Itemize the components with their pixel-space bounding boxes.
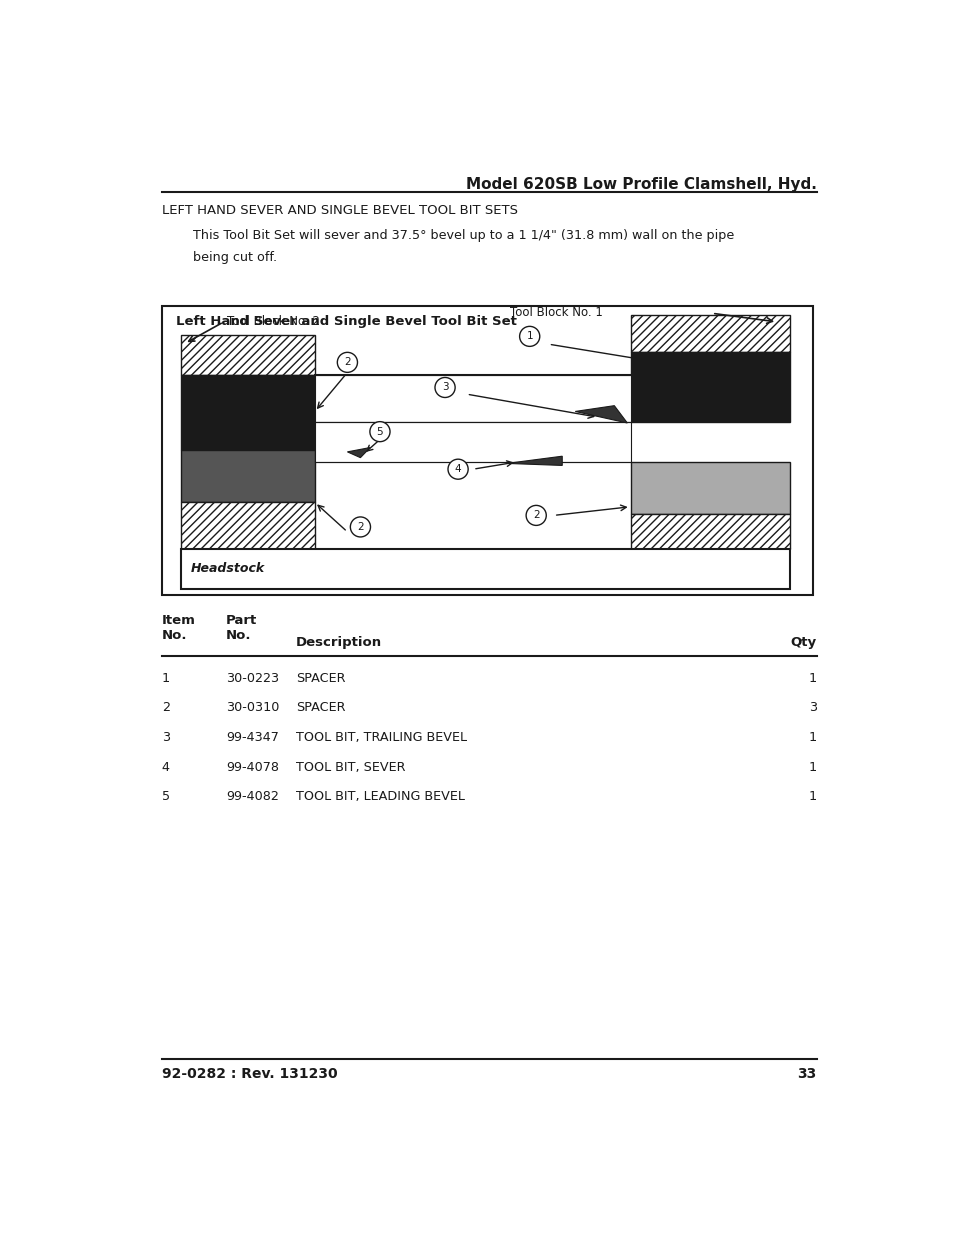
Text: 99-4347: 99-4347 [226,731,279,745]
Bar [181,503,314,548]
Text: 3: 3 [808,701,816,714]
Bar [314,421,630,462]
Polygon shape [347,447,370,458]
Text: Item
No.: Item No. [162,614,195,642]
Bar [630,315,789,352]
Text: Qty: Qty [790,636,816,648]
Polygon shape [506,456,561,466]
Text: Model 620SB Low Profile Clamshell, Hyd.: Model 620SB Low Profile Clamshell, Hyd. [465,178,816,193]
Text: 2: 2 [356,522,363,532]
Text: 2: 2 [344,357,351,367]
Text: 99-4082: 99-4082 [226,790,279,804]
Text: 30-0310: 30-0310 [226,701,279,714]
Text: 3: 3 [162,731,170,745]
Text: Tool Block No. 1: Tool Block No. 1 [510,306,602,319]
Text: 4: 4 [162,761,170,774]
Bar [181,335,314,375]
Circle shape [337,352,357,373]
Text: 2: 2 [162,701,170,714]
Text: SPACER: SPACER [295,701,345,714]
Circle shape [448,459,468,479]
Bar [181,375,314,451]
Text: 92-0282 : Rev. 131230: 92-0282 : Rev. 131230 [162,1067,337,1081]
Polygon shape [575,405,627,424]
Text: 1: 1 [526,331,533,341]
Text: 1: 1 [808,731,816,745]
Text: being cut off.: being cut off. [193,251,276,263]
Text: 4: 4 [455,464,461,474]
Text: 3: 3 [441,383,448,393]
Bar [630,462,789,514]
Text: LEFT HAND SEVER AND SINGLE BEVEL TOOL BIT SETS: LEFT HAND SEVER AND SINGLE BEVEL TOOL BI… [162,205,517,217]
Text: 1: 1 [808,790,816,804]
Text: 2: 2 [533,510,539,520]
Text: 5: 5 [162,790,170,804]
Bar [162,306,812,595]
Text: SPACER: SPACER [295,672,345,684]
Text: This Tool Bit Set will sever and 37.5° bevel up to a 1 1/4" (31.8 mm) wall on th: This Tool Bit Set will sever and 37.5° b… [193,228,734,242]
Text: 33: 33 [797,1067,816,1081]
Bar [630,352,789,421]
Text: Left Hand Sever and Single Bevel Tool Bit Set: Left Hand Sever and Single Bevel Tool Bi… [175,315,517,329]
Circle shape [435,378,455,398]
Text: 99-4078: 99-4078 [226,761,279,774]
Text: 1: 1 [808,672,816,684]
Text: 1: 1 [162,672,170,684]
Circle shape [370,421,390,442]
Bar [630,514,789,548]
Bar [181,548,789,589]
Text: TOOL BIT, LEADING BEVEL: TOOL BIT, LEADING BEVEL [295,790,464,804]
Circle shape [525,505,546,525]
Text: TOOL BIT, TRAILING BEVEL: TOOL BIT, TRAILING BEVEL [295,731,466,745]
Text: Description: Description [295,636,381,648]
Text: 1: 1 [808,761,816,774]
Text: Tool Block No. 2: Tool Block No. 2 [227,315,319,329]
Text: TOOL BIT, SEVER: TOOL BIT, SEVER [295,761,405,774]
Circle shape [350,517,370,537]
Text: 5: 5 [376,426,383,437]
Text: Part
No.: Part No. [226,614,257,642]
Bar [181,451,314,503]
Circle shape [519,326,539,346]
Text: 30-0223: 30-0223 [226,672,279,684]
Bar [314,375,630,421]
Text: Headstock: Headstock [191,562,265,576]
